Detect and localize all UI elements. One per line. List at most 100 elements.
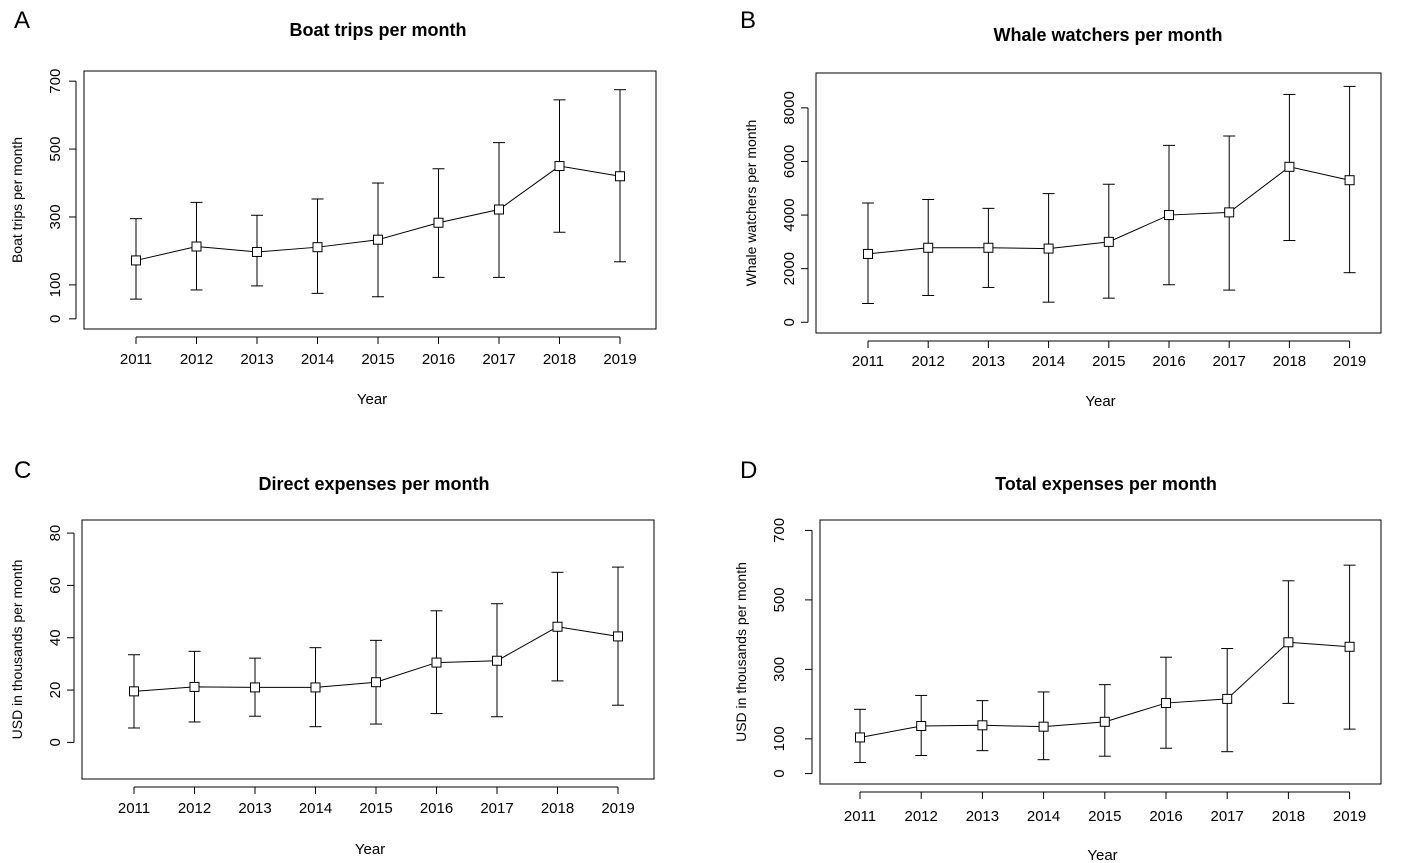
x-tick-label: 2017 [480, 800, 513, 817]
x-tick-label: 2014 [1032, 353, 1065, 370]
data-point [1038, 721, 1049, 732]
data-point [371, 677, 381, 688]
y-tick-label: 500 [47, 137, 64, 162]
x-tick-label: 2018 [543, 351, 576, 368]
data-point [977, 720, 988, 731]
x-tick-label: 2017 [482, 351, 515, 368]
y-axis-label: USD in thousands per month [733, 562, 749, 742]
plot-frame [819, 519, 1382, 785]
x-axis-label: Year [1085, 393, 1115, 410]
data-point [855, 732, 865, 743]
chart-title: Direct expenses per month [258, 474, 489, 494]
panel-letter: C [14, 457, 31, 484]
data-point [983, 242, 994, 253]
x-tick-label: 2012 [905, 808, 938, 825]
data-point [1099, 716, 1110, 727]
data-point [492, 655, 502, 666]
y-axis-label: Boat trips per month [9, 137, 25, 263]
x-tick-label: 2017 [1211, 808, 1244, 825]
x-tick-label: 2015 [1092, 353, 1125, 370]
x-tick-label: 2012 [180, 351, 213, 368]
data-point [552, 621, 563, 632]
data-point [554, 161, 565, 172]
data-point [1283, 637, 1294, 648]
data-point [189, 681, 200, 692]
data-point [923, 242, 934, 253]
data-point [431, 657, 442, 668]
y-tick-label: 500 [771, 587, 788, 612]
y-tick-label: 4000 [781, 198, 798, 231]
data-point [312, 242, 323, 253]
x-tick-label: 2011 [844, 808, 876, 825]
data-point [1164, 210, 1174, 221]
data-point [863, 248, 873, 259]
data-point [1344, 175, 1355, 186]
data-point [250, 682, 260, 693]
x-axis-label: Year [357, 391, 387, 408]
y-tick-label: 100 [47, 272, 64, 297]
x-tick-label: 2017 [1213, 353, 1246, 370]
x-tick-label: 2013 [966, 808, 999, 825]
x-tick-label: 2016 [1149, 808, 1182, 825]
y-tick-label: 2000 [781, 252, 798, 285]
data-point [433, 217, 444, 228]
x-tick-label: 2014 [301, 351, 334, 368]
x-tick-label: 2014 [299, 800, 332, 817]
panel-letter: A [14, 7, 30, 34]
data-point [373, 234, 383, 245]
data-point [191, 241, 202, 252]
y-tick-label: 300 [771, 657, 788, 682]
y-tick-label: 8000 [781, 91, 798, 124]
plot-frame [83, 70, 657, 330]
x-tick-label: 2019 [601, 800, 634, 817]
panel-letter: B [740, 7, 756, 34]
x-tick-label: 2018 [1272, 808, 1305, 825]
y-tick-label: 0 [781, 318, 798, 326]
x-axis-label: Year [355, 841, 385, 858]
data-point [131, 255, 141, 266]
y-tick-label: 300 [47, 204, 64, 229]
y-tick-label: 80 [47, 525, 64, 542]
x-tick-label: 2011 [852, 353, 884, 370]
x-tick-label: 2012 [178, 800, 211, 817]
data-point [613, 631, 623, 642]
chart-title: Total expenses per month [995, 474, 1217, 494]
x-tick-label: 2015 [1088, 808, 1121, 825]
data-point [1284, 161, 1295, 172]
y-axis-label: USD in thousands per month [9, 560, 25, 740]
x-tick-label: 2011 [118, 800, 150, 817]
data-point [310, 682, 321, 693]
x-axis-label: Year [1087, 847, 1117, 863]
x-tick-label: 2014 [1027, 808, 1060, 825]
panel-b: B Whale watchers per month 0 2000 4000 6000 80… [740, 7, 1382, 410]
y-tick-label: 20 [47, 682, 64, 699]
plot-frame [815, 72, 1382, 334]
x-tick-label: 2015 [361, 351, 394, 368]
data-point [1103, 236, 1114, 247]
y-tick-label: 60 [47, 577, 64, 594]
data-point [1224, 207, 1235, 218]
data-point [615, 171, 625, 182]
chart-title: Boat trips per month [289, 20, 466, 40]
x-tick-label: 2011 [120, 351, 152, 368]
x-tick-label: 2016 [420, 800, 453, 817]
x-tick-label: 2016 [1152, 353, 1185, 370]
plot-frame [81, 519, 655, 780]
x-tick-label: 2018 [541, 800, 574, 817]
data-point [1344, 641, 1355, 652]
panel-letter: D [740, 457, 757, 484]
x-tick-label: 2019 [1333, 808, 1366, 825]
x-tick-label: 2013 [972, 353, 1005, 370]
chart-title: Whale watchers per month [993, 25, 1222, 45]
data-point [1222, 693, 1233, 704]
x-tick-label: 2015 [359, 800, 392, 817]
y-tick-label: 700 [771, 518, 788, 543]
data-point [1043, 243, 1054, 254]
data-point [129, 686, 139, 697]
y-tick-label: 40 [47, 629, 64, 646]
panel-c: C Direct expenses per month 0 20 40 60 80 USD i… [9, 457, 655, 858]
y-tick-label: 0 [47, 315, 64, 323]
x-tick-label: 2018 [1273, 353, 1306, 370]
panel-a: A Boat trips per month 0 100 300 500 700 Boat t… [9, 7, 657, 408]
